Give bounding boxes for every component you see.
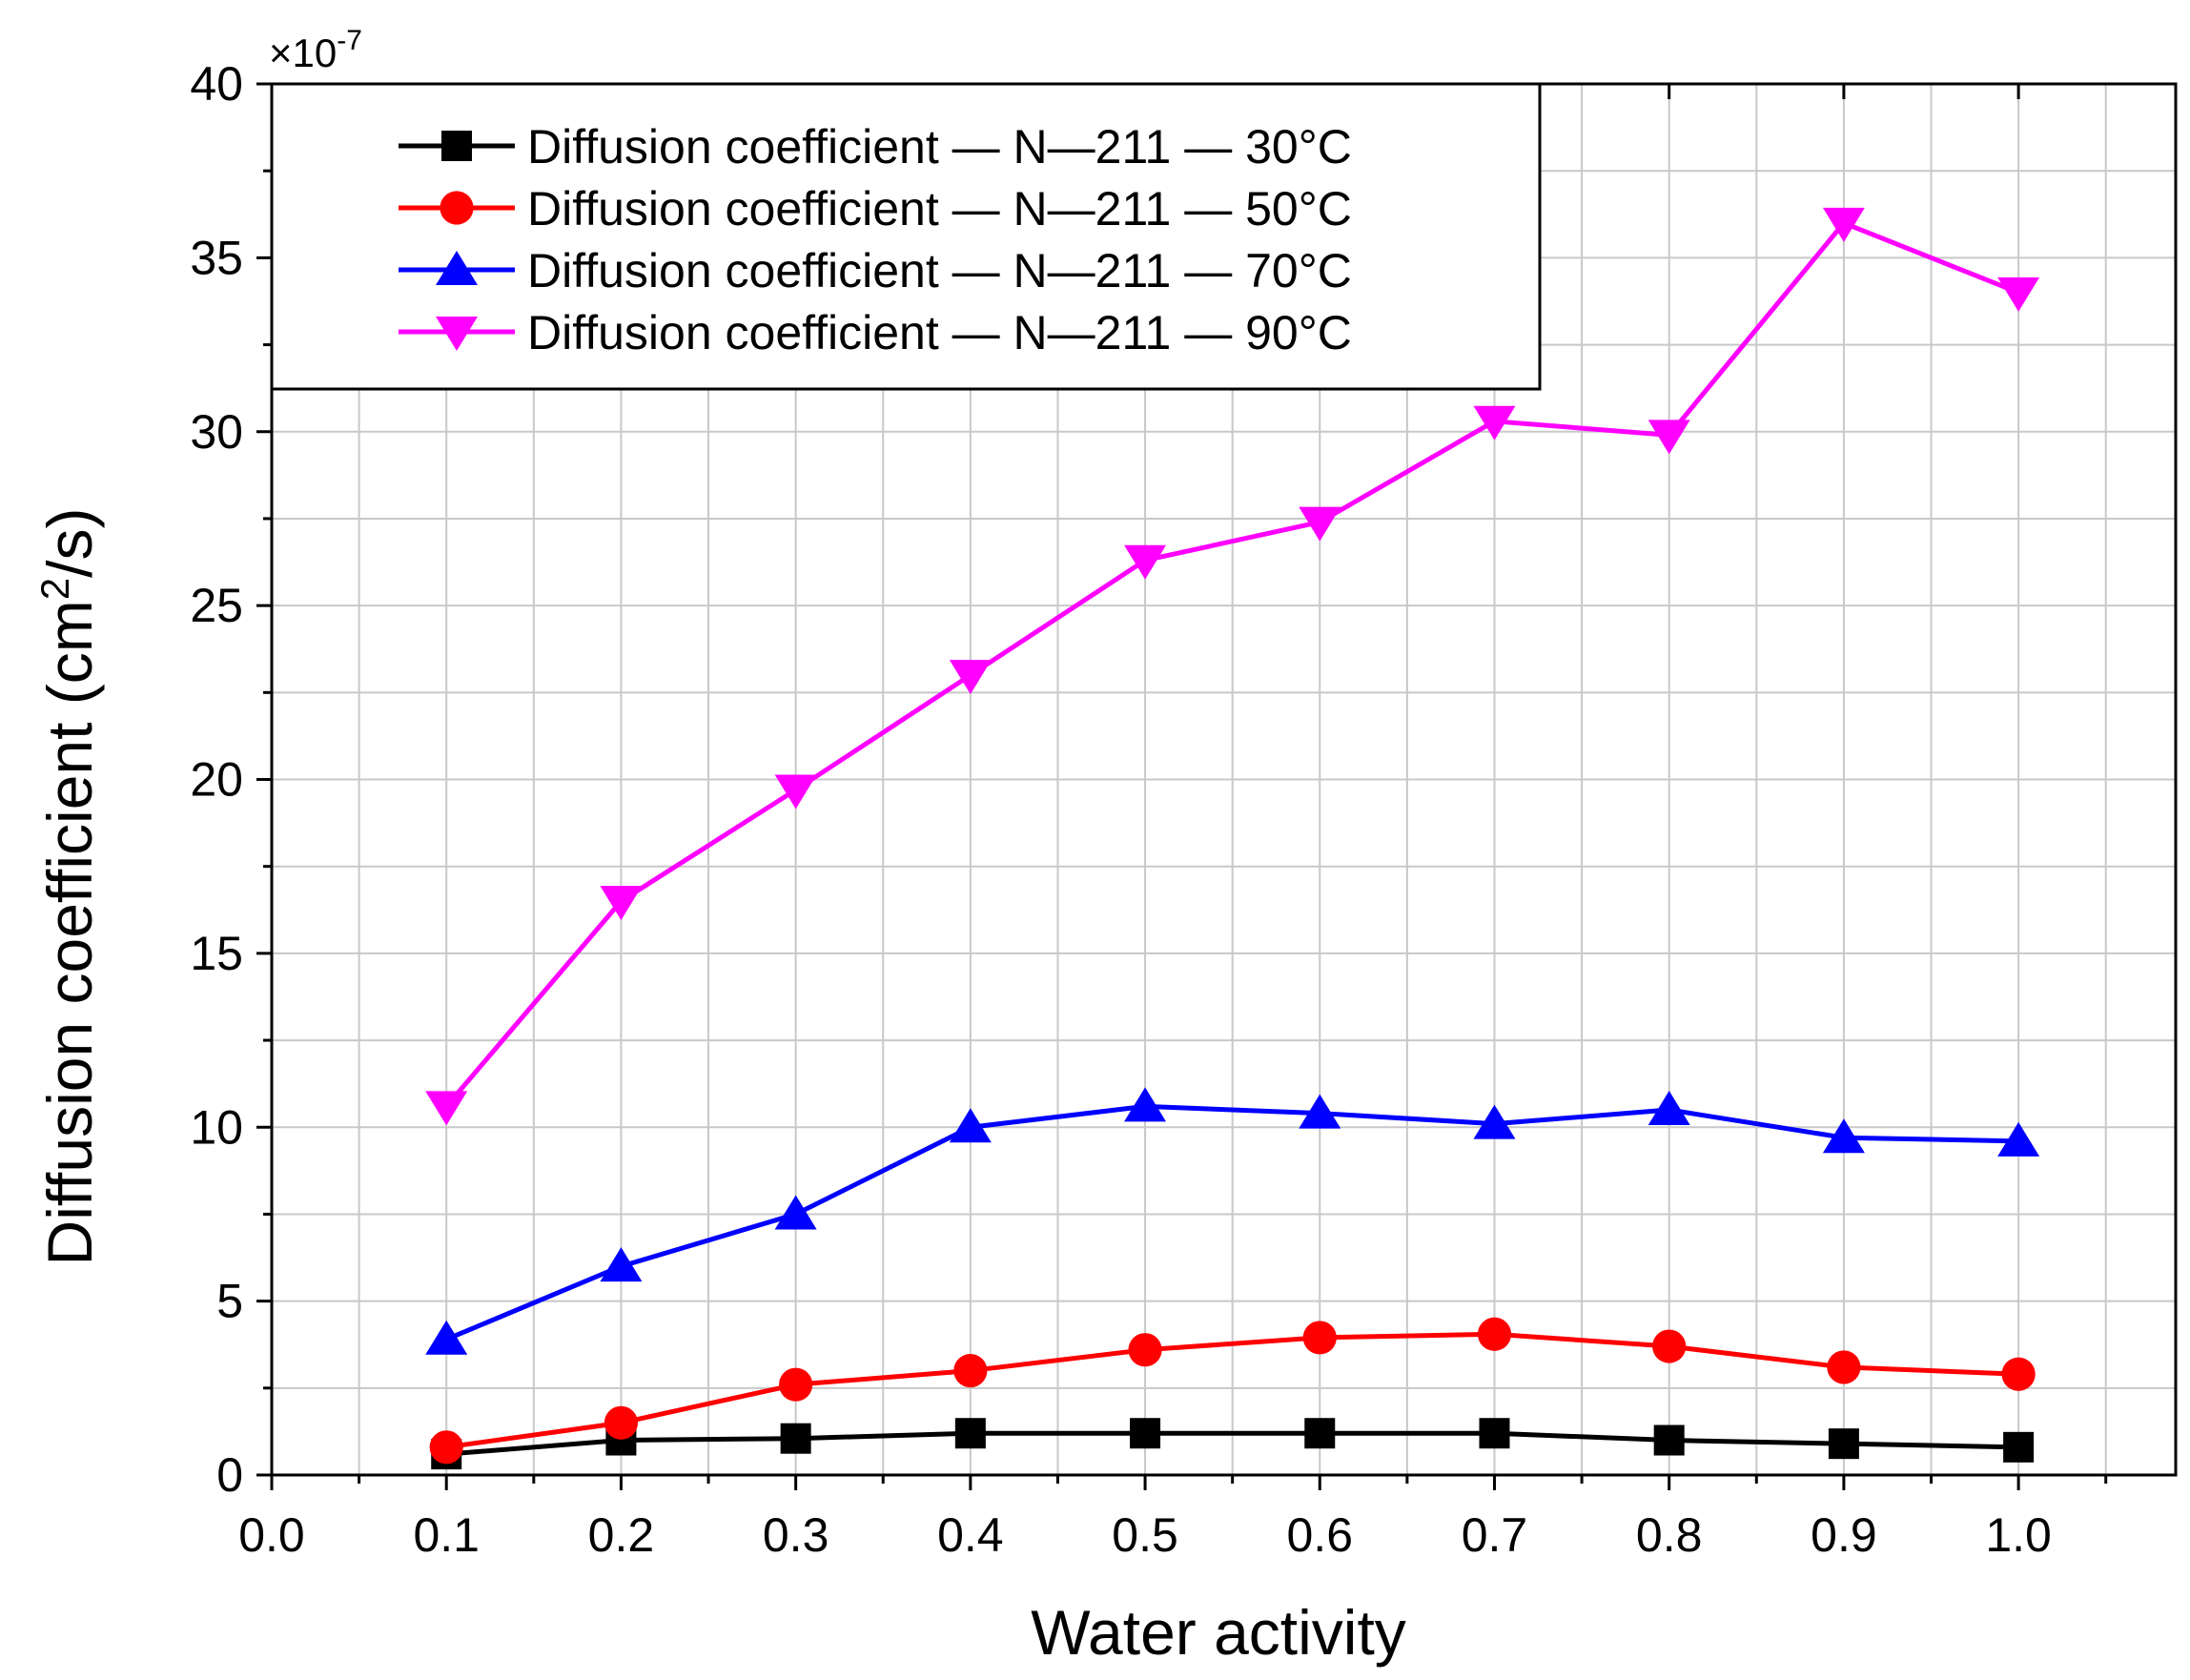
legend-marker <box>436 317 478 351</box>
data-point <box>774 774 817 809</box>
y-axis-label-main: Diffusion coefficient (cm <box>34 600 105 1265</box>
y-tick-label: 0 <box>216 1448 243 1502</box>
series-3 <box>425 1087 2040 1355</box>
data-point <box>1128 1333 1162 1367</box>
y-tick-label: 40 <box>190 57 243 111</box>
x-tick-label: 0.0 <box>238 1508 305 1562</box>
data-point <box>1997 1121 2040 1157</box>
data-point <box>949 660 992 695</box>
y-tick-label: 30 <box>190 405 243 459</box>
x-tick-label: 0.2 <box>588 1508 655 1562</box>
x-tick-label: 0.1 <box>413 1508 480 1562</box>
legend-label: Diffusion coefficient — N—211 — 70°C <box>527 244 1352 297</box>
data-point <box>1302 1321 1337 1355</box>
data-point <box>1652 1329 1687 1363</box>
legend-marker <box>436 251 478 285</box>
legend-box <box>270 82 1542 391</box>
data-point <box>1299 1094 1341 1129</box>
series-line <box>445 1331 2019 1450</box>
data-point <box>1473 1104 1516 1139</box>
data-point <box>1124 544 1167 580</box>
data-point <box>2003 1431 2035 1463</box>
legend-entry: Diffusion coefficient — N—211 — 70°C <box>399 244 1352 297</box>
data-point <box>1124 1087 1167 1122</box>
legend-marker <box>441 131 472 161</box>
data-point <box>1648 420 1690 455</box>
series-line <box>446 1430 2019 1457</box>
x-tick-label: 0.9 <box>1811 1508 1877 1562</box>
series-layer <box>425 207 2040 1470</box>
y-tick-label: 10 <box>190 1100 243 1154</box>
data-point <box>774 1195 817 1230</box>
y-tick-label: 25 <box>190 579 243 632</box>
legend-label: Diffusion coefficient — N—211 — 30°C <box>527 120 1352 174</box>
series-line <box>445 1103 2019 1342</box>
data-point <box>2001 1357 2036 1391</box>
data-point <box>425 1091 468 1126</box>
data-point <box>953 1353 988 1388</box>
data-point <box>1827 1350 1861 1384</box>
ticks: 0.0 0.1 0.2 0.3 0.4 0.5 0.6 0.7 0.8 0.9 1.0 0 5 10 15 2… <box>190 57 2108 1562</box>
x-tick-label: 0.7 <box>1462 1508 1528 1562</box>
data-point <box>1130 1418 1161 1449</box>
series-line <box>444 220 2020 1108</box>
y-axis-label-superscript: 2 <box>32 578 77 600</box>
axis-multiplier: ×10-7 <box>269 25 362 75</box>
legend-label: Diffusion coefficient — N—211 — 90°C <box>527 306 1352 359</box>
y-tick-label: 20 <box>190 753 243 807</box>
y-axis-label-end: /s) <box>34 508 105 578</box>
data-point <box>1997 277 2040 312</box>
data-point <box>779 1367 813 1402</box>
series-4 <box>425 207 2040 1126</box>
data-point <box>1477 1317 1512 1351</box>
data-point <box>600 1247 643 1282</box>
legend: Diffusion coefficient — N—211 — 30°C Diff… <box>270 82 1542 391</box>
data-point <box>1304 1418 1336 1449</box>
x-tick-label: 0.5 <box>1112 1508 1178 1562</box>
legend-entry: Diffusion coefficient — N—211 — 50°C <box>399 182 1352 236</box>
axis-multiplier-base: ×10 <box>269 31 337 75</box>
y-axis-label: Diffusion coefficient (cm2/s) <box>32 508 105 1266</box>
data-point <box>949 1108 992 1143</box>
data-point <box>1822 207 1865 242</box>
data-point <box>1479 1418 1510 1449</box>
data-point <box>1473 405 1516 440</box>
data-point <box>780 1423 811 1454</box>
data-point <box>600 886 643 921</box>
data-point <box>1299 506 1341 542</box>
data-point <box>954 1418 986 1449</box>
x-tick-label: 0.3 <box>763 1508 829 1562</box>
y-tick-label: 35 <box>190 231 243 284</box>
data-point <box>1828 1428 1859 1460</box>
series-1 <box>431 1418 2035 1470</box>
data-point <box>1822 1118 1865 1154</box>
x-axis-label: Water activity <box>1031 1597 1406 1668</box>
legend-entry: Diffusion coefficient — N—211 — 90°C <box>399 306 1352 359</box>
x-tick-label: 0.4 <box>937 1508 1004 1562</box>
x-tick-label: 0.6 <box>1287 1508 1354 1562</box>
legend-marker <box>440 191 474 225</box>
series-2 <box>429 1317 2036 1465</box>
data-point <box>425 1320 468 1355</box>
x-tick-label: 1.0 <box>1985 1508 2052 1562</box>
data-point <box>1648 1091 1690 1126</box>
y-tick-label: 15 <box>190 927 243 980</box>
y-tick-label: 5 <box>216 1275 243 1328</box>
data-point <box>604 1405 639 1440</box>
axis-multiplier-exponent: -7 <box>337 25 362 56</box>
x-tick-label: 0.8 <box>1636 1508 1703 1562</box>
data-point <box>429 1430 463 1465</box>
legend-entry: Diffusion coefficient — N—211 — 30°C <box>399 120 1352 174</box>
data-point <box>1653 1424 1685 1456</box>
legend-label: Diffusion coefficient — N—211 — 50°C <box>527 182 1352 236</box>
